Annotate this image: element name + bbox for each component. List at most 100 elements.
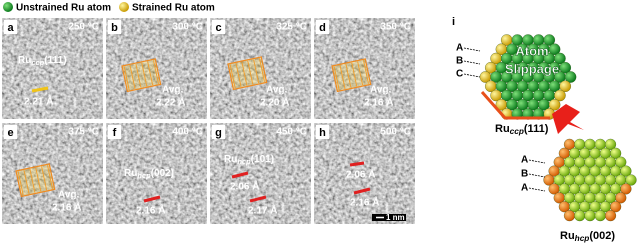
lattice-box [227,56,268,91]
tem-image [210,123,311,224]
panel-letter-bg [212,125,225,139]
phase-label: Ruhcp(002) [560,230,615,243]
lattice-fringe [123,66,130,91]
atom [615,192,627,204]
atom [615,156,627,168]
layer-leader [528,187,546,192]
panel-letter-bg [108,20,121,34]
spacing-label: 2.16 Å [364,96,393,109]
atom [543,34,556,46]
spacing-label: 2.20 Å [260,96,289,109]
panel-letter: b [111,22,118,34]
phase-label: Ruccp(111) [495,123,549,136]
avg-label: Avg. [266,85,288,96]
layer-leader [463,47,481,52]
layer-leader [528,173,546,178]
spacing-label: 2.06 Å [230,180,259,193]
tem-image [106,123,207,224]
lattice-box [331,58,372,93]
lattice-fringe [345,63,352,88]
lattice-overlay [15,163,56,198]
lattice-fringe [351,62,358,87]
tem-panel: a 250 °C Ruccp(111) 2.21 Å [2,18,103,119]
avg-label: Avg. [370,85,392,96]
panel-letter: d [319,22,326,34]
lattice-fringe [41,166,48,191]
phase-sub: hcp [237,157,251,166]
phase-sub: ccp [510,127,524,136]
layer-label: A [456,43,463,54]
panel-letter-bg [316,125,329,139]
atom [604,138,617,150]
avg-label: Avg. [162,85,184,96]
layer-leader [463,60,481,65]
tem-image [210,18,311,119]
lattice-fringe [229,64,236,89]
panel-letter: c [215,22,221,34]
slippage-text: Atom [515,43,548,58]
atom [574,210,586,222]
lattice-fringe [357,61,364,86]
panel-letter: e [7,127,13,139]
temperature: 400 °C [172,127,203,138]
atom [604,210,617,222]
spacing-label: 2.16 Å [136,204,165,217]
temperature: 300 °C [172,22,203,33]
atom [610,201,622,213]
tem-image [314,123,415,224]
lattice-fringe [339,65,346,89]
layer-leader [463,73,481,78]
panel-letter-bg [4,20,17,34]
lattice-fringe [259,58,265,82]
legend-label: Unstrained Ru atom [16,3,111,14]
atom [625,174,637,186]
phase-suffix: (111) [44,55,66,66]
phase-base: Ru [560,230,575,242]
phase-label: Ruccp(111) [18,55,67,67]
layer-label: B [521,169,528,180]
atom [563,210,576,222]
scale-bar [372,214,406,221]
phase-sub: ccp [31,58,44,67]
lattice-fringe [141,62,148,87]
panel-letter: i [452,16,455,28]
lattice-fringe [35,167,42,192]
spacing-bar [231,171,249,179]
legend-swatch [119,2,129,12]
lattice-fringe [135,63,142,88]
panel-letter-bg [316,20,329,34]
atom [620,165,632,177]
phase-suffix: (111) [524,123,549,135]
phase-suffix: (101) [251,154,274,165]
avg-label: Avg. [58,190,80,201]
panel-letter-bg [108,125,121,139]
temperature: 500 °C [380,127,411,138]
atom-cluster [543,138,637,222]
spacing-label: 2.17 Å [248,204,277,217]
atom [584,210,596,222]
temperature: 350 °C [380,22,411,33]
atom [559,80,571,92]
tem-panel: e 375 °C Avg.2.16 Å [2,123,103,224]
lattice-fringe [253,59,260,84]
legend-label: Strained Ru atom [132,3,215,14]
lattice-fringe [17,171,24,196]
layer-label: A [521,183,528,194]
tem-panel: d 350 °C Avg.2.16 Å [314,18,415,119]
atom [594,210,606,222]
scale-label: 1 nm [386,213,405,222]
atom [554,52,566,65]
lattice-fringe [129,65,136,89]
spacing-label: 2.16 Å [52,201,81,214]
phase-base: Ru [124,168,137,179]
atom-cluster [479,34,577,120]
phase-base: Ru [224,154,237,165]
tem-panel: h 500 °C 2.06 Å 2.16 Å 1 nm [314,123,415,224]
atom [554,89,566,102]
lattice-box [121,58,162,93]
panel-letter-bg [4,125,17,139]
slippage-text: Slippage [505,61,559,76]
layer-label: B [456,56,463,67]
